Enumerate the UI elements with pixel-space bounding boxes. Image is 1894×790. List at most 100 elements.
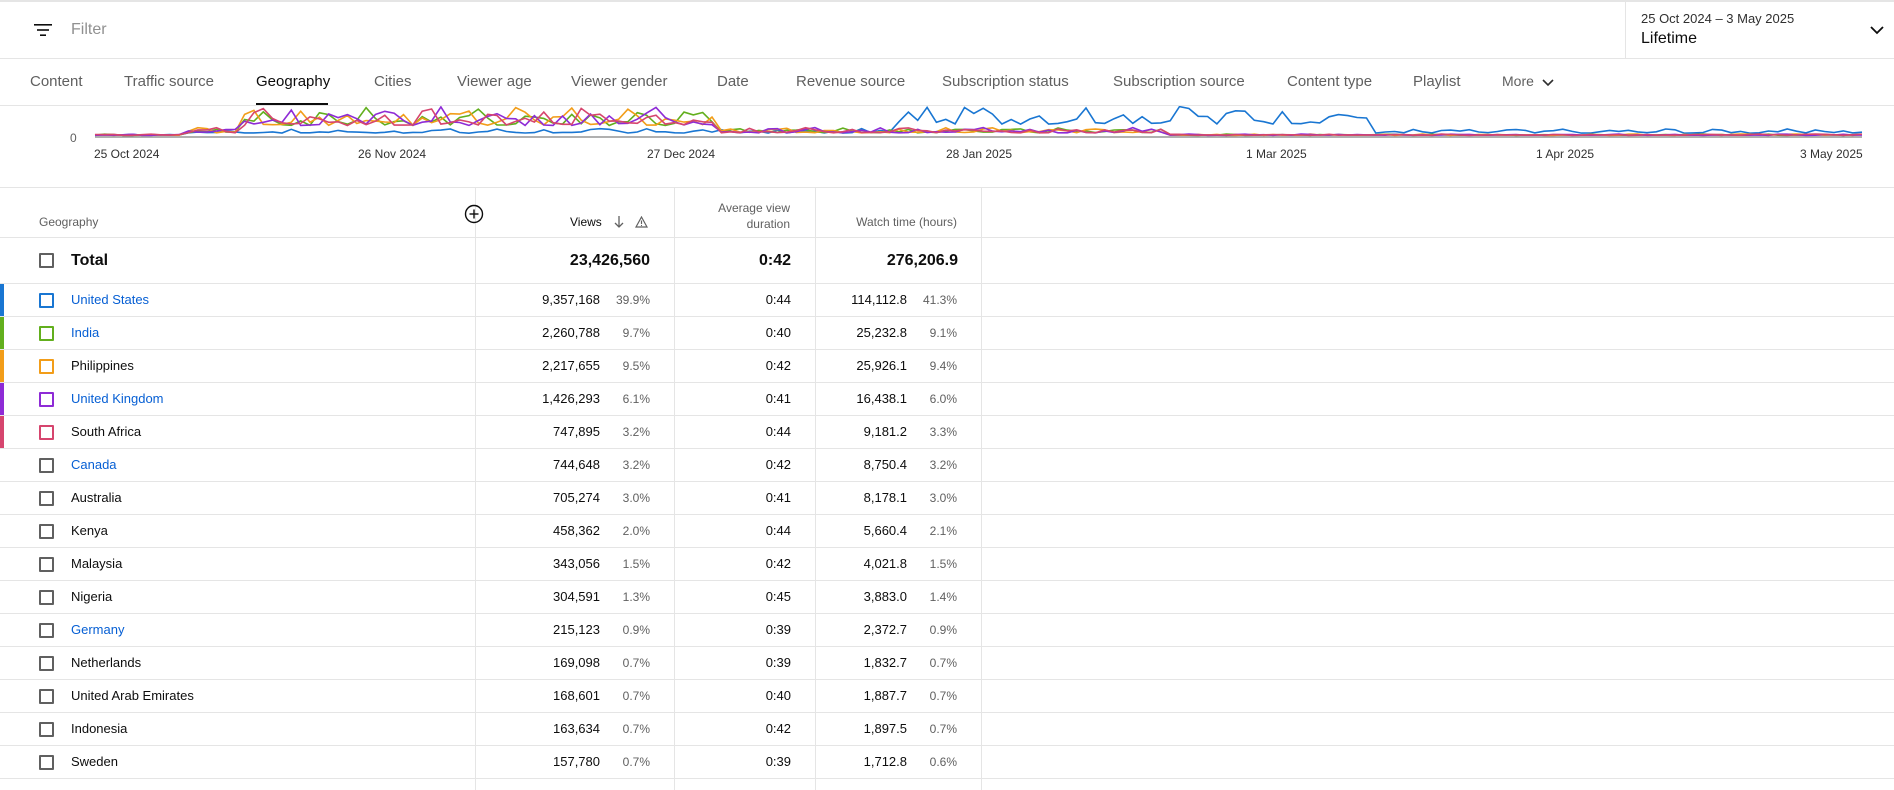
views-percent: 1.5% [622,557,650,571]
column-divider [981,188,982,790]
tab-geography[interactable]: Geography [256,73,331,90]
views-percent: 6.1% [622,392,650,406]
watch-time-percent: 3.3% [929,425,957,439]
tab-viewer-age[interactable]: Viewer age [457,73,532,90]
table-row: Kenya 458,362 2.0% 0:44 5,660.4 2.1% [0,515,1894,548]
tab-content[interactable]: Content [30,73,83,90]
tab-subscription-status[interactable]: Subscription status [942,73,1069,90]
watch-time-value: 1,897.5 [863,721,907,736]
warning-icon[interactable] [635,216,648,228]
tab-more[interactable]: More [1502,73,1554,89]
table-row: Philippines 2,217,655 9.5% 0:42 25,926.1 9.4% [0,350,1894,383]
country-name[interactable]: United States [71,292,150,307]
row-checkbox[interactable] [39,656,54,671]
row-checkbox[interactable] [39,458,54,473]
views-percent: 9.7% [622,326,650,340]
filter-icon[interactable] [33,22,53,38]
views-percent: 0.7% [622,722,650,736]
watch-time-value: 25,926.1 [856,358,907,373]
avg-duration-value: 0:42 [765,721,791,736]
tab-playlist[interactable]: Playlist [1413,73,1461,90]
row-checkbox[interactable] [39,293,54,308]
row-checkbox[interactable] [39,590,54,605]
row-checkbox[interactable] [39,359,54,374]
country-name[interactable]: United Kingdom [71,391,164,406]
watch-time-percent: 0.7% [929,689,957,703]
table-row: United States 9,357,168 39.9% 0:44 114,112.8… [0,284,1894,317]
tab-revenue-source[interactable]: Revenue source [796,73,906,90]
row-checkbox[interactable] [39,524,54,539]
avg-duration-value: 0:44 [765,424,791,439]
table-row: United Arab Emirates 168,601 0.7% 0:40 1,887… [0,680,1894,713]
table-row: Sweden 157,780 0.7% 0:39 1,712.8 0.6% [0,746,1894,779]
tab-subscription-source[interactable]: Subscription source [1113,73,1245,90]
row-checkbox[interactable] [39,392,54,407]
add-column-icon[interactable] [464,204,484,224]
geography-table: Geography Views Average view duration Wa… [0,188,1894,790]
header-views[interactable]: Views [570,215,602,229]
top-bar: Filter 25 Oct 2024 – 3 May 2025 Lifetime [0,0,1894,59]
tab-cities[interactable]: Cities [374,73,412,90]
country-name: Indonesia [71,721,128,736]
views-value: 458,362 [553,523,600,538]
date-range-text: 25 Oct 2024 – 3 May 2025 [1641,11,1795,26]
avg-duration-value: 0:44 [765,523,791,538]
line-chart: 0 25 Oct 2024 26 Nov 2024 27 Dec 2024 28… [0,106,1894,188]
views-percent: 0.9% [622,623,650,637]
sort-descending-icon[interactable] [613,215,625,229]
watch-time-value: 2,372.7 [863,622,907,637]
row-checkbox[interactable] [39,557,54,572]
filter-input[interactable]: Filter [71,21,107,38]
country-name: United Arab Emirates [71,688,194,703]
table-row: Germany 215,123 0.9% 0:39 2,372.7 0.9% [0,614,1894,647]
views-value: 9,357,168 [542,292,600,307]
row-checkbox[interactable] [39,623,54,638]
avg-duration-value: 0:40 [765,325,791,340]
views-percent: 0.7% [622,656,650,670]
header-average-view-duration[interactable]: Average view duration [690,200,790,232]
row-checkbox[interactable] [39,722,54,737]
header-watch-time[interactable]: Watch time (hours) [856,215,957,229]
watch-time-percent: 2.1% [929,524,957,538]
country-name[interactable]: India [71,325,100,340]
table-total-row: Total 23,426,560 0:42 276,206.9 [0,238,1894,284]
avg-duration-value: 0:39 [765,655,791,670]
watch-time-percent: 6.0% [929,392,957,406]
tab-viewer-gender[interactable]: Viewer gender [571,73,668,90]
row-checkbox[interactable] [39,326,54,341]
date-range-picker[interactable]: 25 Oct 2024 – 3 May 2025 Lifetime [1625,2,1894,59]
table-row: Netherlands 169,098 0.7% 0:39 1,832.7 0.7% [0,647,1894,680]
views-percent: 9.5% [622,359,650,373]
row-checkbox[interactable] [39,689,54,704]
active-tab-indicator [256,103,328,105]
watch-time-percent: 3.0% [929,491,957,505]
tab-content-type[interactable]: Content type [1287,73,1373,90]
header-avg-line1: Average view [718,201,790,215]
dimension-tabs: Content Traffic source Geography Cities … [0,59,1894,106]
views-value: 744,648 [553,457,600,472]
views-value: 304,591 [553,589,600,604]
views-value: 168,601 [553,688,600,703]
tab-traffic-source[interactable]: Traffic source [124,73,215,90]
total-checkbox[interactable] [39,253,54,268]
watch-time-percent: 9.1% [929,326,957,340]
row-checkbox[interactable] [39,755,54,770]
views-value: 163,634 [553,721,600,736]
chevron-down-icon[interactable] [1869,24,1885,36]
watch-time-percent: 41.3% [922,293,957,307]
country-name[interactable]: Germany [71,622,125,637]
table-row: Malaysia 343,056 1.5% 0:42 4,021.8 1.5% [0,548,1894,581]
total-avg-duration: 0:42 [758,252,791,269]
views-percent: 3.2% [622,458,650,472]
country-name: Malaysia [71,556,123,571]
watch-time-percent: 0.6% [929,755,957,769]
x-axis-tick: 3 May 2025 [1800,147,1863,161]
row-checkbox[interactable] [39,491,54,506]
watch-time-value: 4,021.8 [863,556,907,571]
country-name[interactable]: Canada [71,457,117,472]
tab-date[interactable]: Date [717,73,749,90]
avg-duration-value: 0:44 [765,292,791,307]
watch-time-value: 1,712.8 [863,754,907,769]
row-checkbox[interactable] [39,425,54,440]
table-row: United Kingdom 1,426,293 6.1% 0:41 16,438.1 6… [0,383,1894,416]
